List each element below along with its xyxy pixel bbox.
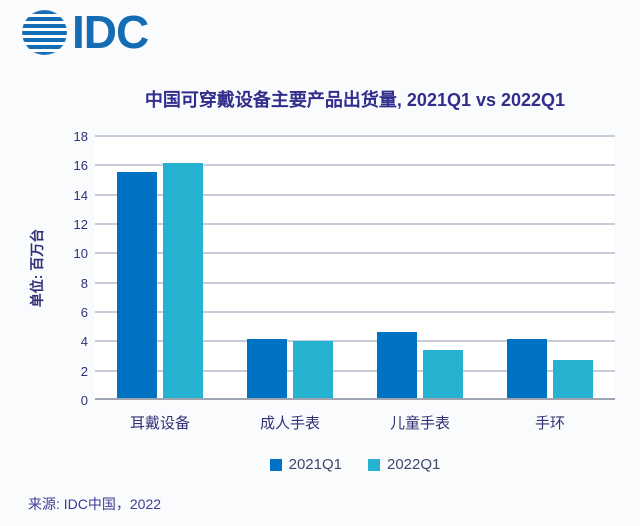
bar-2021Q1-耳戴设备 — [117, 172, 157, 398]
bar-2022Q1-手环 — [553, 359, 593, 398]
x-category-label: 儿童手表 — [389, 415, 450, 432]
gridline — [95, 281, 615, 284]
y-tick-label: 18 — [73, 129, 88, 144]
gridline — [95, 193, 615, 196]
legend-label-2021q1: 2021Q1 — [288, 456, 342, 473]
source-note: 来源: IDC中国，2022 — [28, 496, 162, 512]
gridline — [95, 311, 615, 313]
x-axis-labels: 耳戴设备 成人手表 儿童手表 手环 — [95, 412, 615, 433]
y-tick-label: 2 — [80, 363, 88, 379]
y-tick-label: 4 — [80, 334, 88, 350]
legend-swatch-2022q1 — [368, 458, 380, 471]
idc-globe-icon — [22, 10, 67, 55]
y-tick-label: 6 — [80, 305, 88, 320]
gridline — [95, 340, 615, 343]
plot-area — [95, 135, 615, 400]
legend: 2021Q1 2022Q1 — [95, 456, 615, 473]
gridline — [95, 164, 615, 167]
bar-2021Q1-成人手表 — [247, 339, 287, 398]
legend-item-2022q1: 2022Q1 — [368, 456, 440, 473]
x-category-label: 成人手表 — [259, 415, 320, 432]
legend-label-2022q1: 2022Q1 — [387, 456, 441, 473]
legend-swatch-2021q1 — [269, 458, 282, 471]
y-tick-label: 0 — [80, 393, 88, 408]
x-category-label: 耳戴设备 — [129, 415, 190, 432]
gridline — [95, 223, 615, 225]
y-tick-label: 14 — [73, 187, 88, 203]
idc-logo: IDC — [22, 6, 149, 58]
bar-2021Q1-儿童手表 — [377, 332, 417, 398]
x-category-label: 手环 — [534, 415, 565, 432]
y-tick-label: 16 — [73, 158, 88, 174]
gridline — [95, 369, 615, 372]
chart-title: 中国可穿戴设备主要产品出货量, 2021Q1 vs 2022Q1 — [144, 90, 566, 110]
y-tick-label: 10 — [73, 246, 88, 262]
idc-logo-text: IDC — [72, 6, 149, 58]
gridline — [95, 135, 615, 137]
gridline — [95, 252, 615, 255]
y-axis-ticks: 0 2 4 6 8 10 12 14 16 18 — [40, 130, 88, 407]
y-tick-label: 12 — [73, 217, 88, 232]
bar-2021Q1-手环 — [507, 339, 547, 398]
bar-2022Q1-成人手表 — [293, 340, 333, 398]
bar-2022Q1-耳戴设备 — [163, 163, 203, 398]
legend-item-2021q1: 2021Q1 — [269, 456, 342, 473]
y-tick-label: 8 — [80, 275, 88, 291]
bar-2022Q1-儿童手表 — [423, 349, 463, 398]
